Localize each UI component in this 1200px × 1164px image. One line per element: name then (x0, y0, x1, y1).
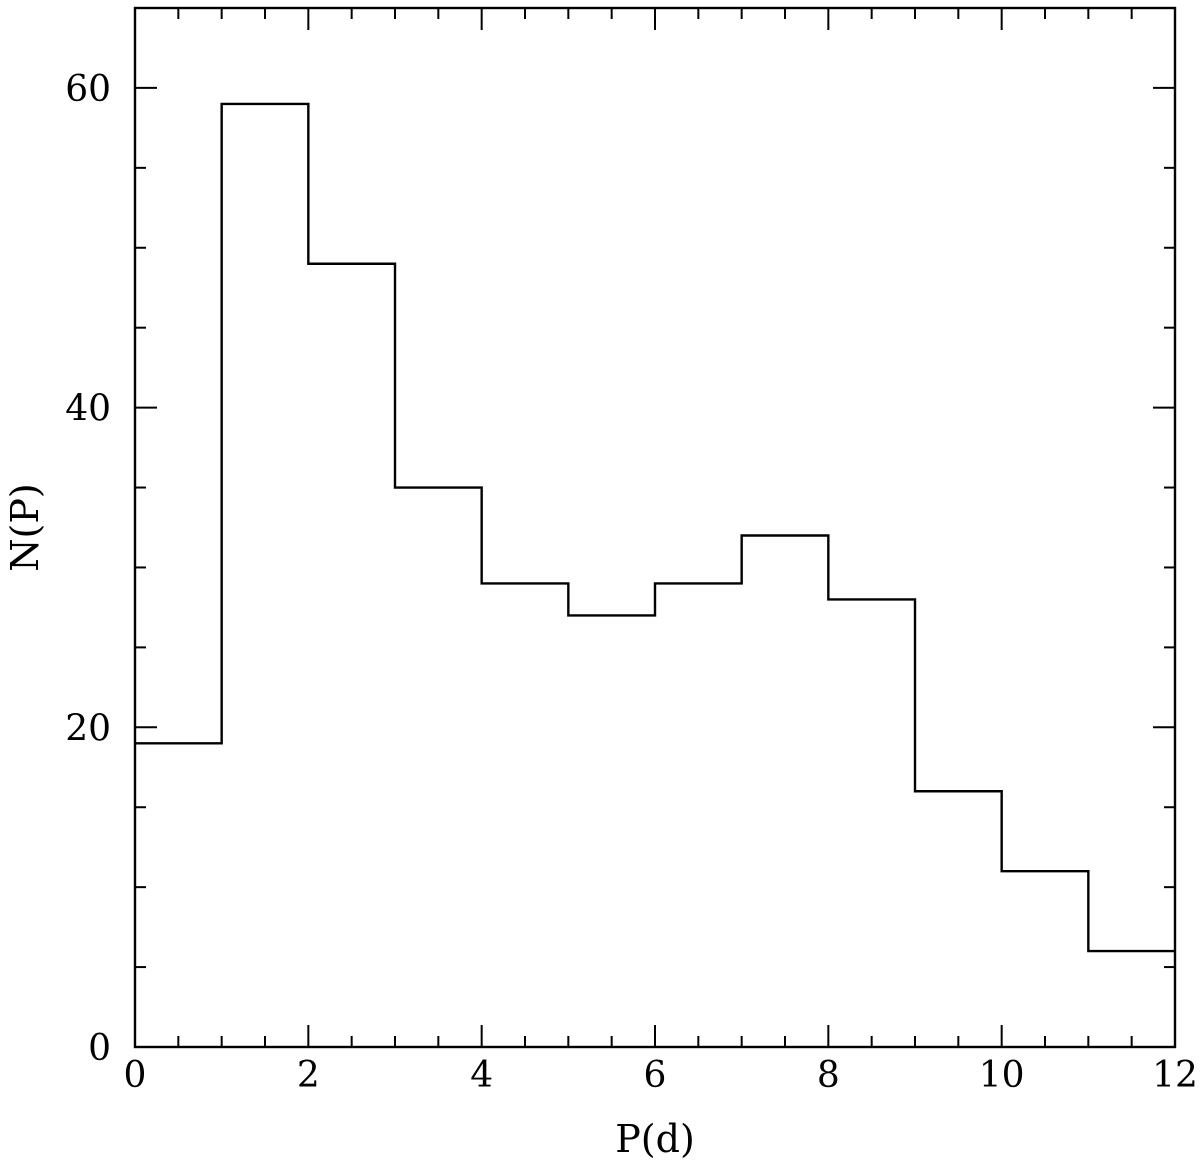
histogram-bar (395, 488, 482, 1047)
y-axis-label: N(P) (3, 483, 47, 571)
x-tick-labels: 0 2 4 6 8 10 12 (124, 1055, 1198, 1096)
histogram-bar (568, 615, 655, 1047)
histogram-bar (308, 264, 395, 1047)
plot-frame (133, 6, 1177, 1049)
histogram-bar (1002, 871, 1089, 1047)
y-tick-label: 40 (65, 389, 111, 430)
x-tick-label: 10 (979, 1055, 1025, 1096)
y-tick-labels: 0 20 40 60 (65, 69, 111, 1069)
y-tick-label: 0 (88, 1028, 111, 1069)
histogram-bars (135, 104, 1175, 1047)
histogram-bar (915, 791, 1002, 1047)
histogram-bar (222, 104, 309, 1047)
x-tick-label: 4 (470, 1055, 493, 1096)
histogram-bar (135, 743, 222, 1047)
x-tick-label: 6 (644, 1055, 667, 1096)
x-tick-label: 2 (297, 1055, 320, 1096)
y-tick-label: 60 (65, 69, 111, 110)
x-tick-label: 8 (817, 1055, 840, 1096)
histogram-step-outline (135, 102, 1175, 953)
major-ticks (134, 8, 1176, 1048)
histogram-bar (655, 583, 742, 1047)
histogram-bar (1088, 951, 1175, 1047)
minor-ticks (135, 7, 1175, 1047)
x-tick-label: 0 (124, 1055, 147, 1096)
x-tick-label: 12 (1152, 1055, 1198, 1096)
histogram-bar (828, 599, 915, 1047)
y-tick-label: 20 (65, 708, 111, 749)
histogram-bar (482, 583, 569, 1047)
histogram-bar (742, 535, 829, 1047)
x-axis-label: P(d) (615, 1117, 695, 1161)
